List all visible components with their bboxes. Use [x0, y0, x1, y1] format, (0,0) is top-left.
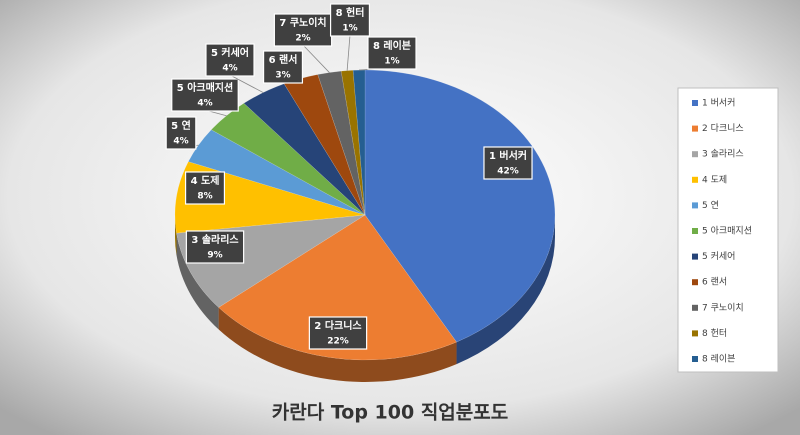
- chart-title: 카란다 Top 100 직업분포도: [272, 402, 508, 424]
- data-label: 7 쿠노이치 2%: [273, 13, 333, 47]
- pie-slice-side: [218, 307, 457, 383]
- legend-swatch: [692, 253, 698, 260]
- label-name: 1 버서커: [489, 149, 527, 162]
- legend-label: 5 아크매지션: [702, 226, 752, 237]
- label-name: 7 쿠노이치: [279, 16, 326, 29]
- data-label: 8 레이븐 1%: [367, 36, 417, 70]
- data-label: 5 아크매지션 4%: [171, 78, 239, 112]
- pie-sides: [175, 215, 555, 383]
- data-label: 1 버서커 42%: [483, 146, 533, 180]
- legend-label: 8 레이븐: [702, 354, 735, 365]
- legend-swatch: [692, 356, 698, 362]
- label-value: 22%: [327, 337, 349, 347]
- data-label: 8 헌터 1%: [329, 3, 371, 37]
- pie-slice: [210, 102, 366, 216]
- label-value: 42%: [497, 167, 519, 177]
- data-label: 6 랜서 3%: [262, 50, 304, 84]
- pie-slice-side: [175, 215, 177, 256]
- label-box: [262, 50, 304, 84]
- label-box: [185, 230, 245, 264]
- legend-label: 2 다크니스: [702, 123, 744, 134]
- legend-swatch: [692, 304, 698, 311]
- label-box: [184, 171, 226, 205]
- label-value: 1%: [342, 24, 357, 34]
- legend-swatch: [692, 202, 698, 209]
- data-label: 2 다크니스 22%: [308, 316, 368, 350]
- data-label: 5 연 4%: [165, 116, 197, 150]
- pie-slice: [218, 214, 457, 361]
- label-value: 3%: [275, 71, 290, 81]
- legend-swatch: [692, 228, 698, 234]
- legend-label: 5 연: [702, 200, 719, 211]
- label-value: 9%: [207, 251, 222, 261]
- data-label: 4 도제 8%: [184, 171, 226, 205]
- label-value: 1%: [384, 57, 399, 67]
- legend-label: 1 버서커: [702, 98, 735, 109]
- pie-slice: [243, 83, 366, 216]
- label-name: 5 연: [171, 119, 191, 132]
- label-box: [165, 116, 197, 150]
- legend-label: 7 쿠노이치: [702, 301, 744, 313]
- label-box: [171, 78, 239, 112]
- leader-line: [229, 74, 264, 93]
- legend-label: 3 솔라리스: [702, 149, 744, 160]
- legend-swatch: [692, 176, 698, 183]
- label-name: 3 솔라리스: [191, 233, 238, 246]
- legend-swatch: [692, 330, 698, 337]
- legend-swatch: [692, 125, 698, 132]
- pie-slice: [364, 69, 556, 343]
- data-label: 5 커세어 4%: [205, 43, 255, 77]
- label-value: 4%: [197, 99, 212, 109]
- label-name: 5 아크매지션: [177, 81, 233, 94]
- pie-slices: [174, 69, 556, 361]
- legend-swatch: [692, 279, 698, 286]
- legend-label: 5 커세어: [702, 251, 735, 262]
- label-value: 4%: [173, 137, 188, 147]
- label-box: [205, 43, 255, 77]
- label-value: 8%: [197, 192, 212, 202]
- label-name: 8 헌터: [336, 6, 365, 19]
- label-name: 6 랜서: [269, 53, 298, 66]
- legend-label: 8 헌터: [702, 328, 727, 339]
- label-box: [329, 3, 371, 37]
- pie-slice: [317, 70, 366, 216]
- label-name: 4 도제: [191, 174, 220, 187]
- label-box: [483, 146, 533, 180]
- label-name: 2 다크니스: [314, 319, 361, 332]
- label-name: 5 커세어: [211, 46, 249, 59]
- legend-swatch: [692, 100, 698, 106]
- pie-slice-side: [176, 233, 219, 330]
- legend-swatch: [692, 151, 698, 158]
- label-value: 4%: [222, 64, 237, 74]
- legend-label: 4 도제: [702, 174, 727, 185]
- label-name: 8 레이븐: [373, 39, 411, 52]
- label-box: [308, 316, 368, 350]
- legend: 1 버서커 2 다크니스 3 솔라리스 4 도제 5 연 5 아크매지션 5 커세어 6 랜서…: [692, 98, 752, 365]
- legend-label: 6 랜서: [702, 277, 727, 288]
- data-label: 3 솔라리스 9%: [185, 230, 245, 264]
- pie-slice-side: [456, 215, 555, 365]
- pie-slice: [187, 129, 366, 216]
- label-value: 2%: [295, 34, 310, 44]
- leader-line: [346, 34, 351, 71]
- leader-line: [302, 44, 330, 73]
- label-box: [367, 36, 417, 70]
